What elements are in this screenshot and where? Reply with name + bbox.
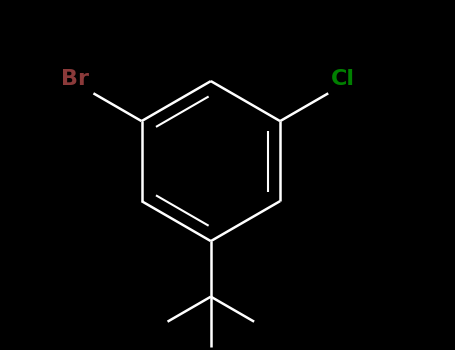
Text: Cl: Cl <box>330 69 354 89</box>
Text: Br: Br <box>61 69 89 89</box>
